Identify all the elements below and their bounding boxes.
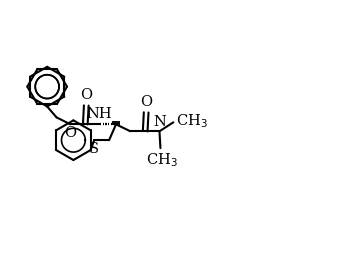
Text: N: N <box>153 115 166 129</box>
Text: O: O <box>64 126 77 140</box>
Text: NH: NH <box>86 107 112 121</box>
Text: O: O <box>140 95 152 109</box>
Text: O: O <box>80 88 92 102</box>
Text: CH$_3$: CH$_3$ <box>146 151 177 169</box>
Text: S: S <box>89 142 99 156</box>
Text: CH$_3$: CH$_3$ <box>176 112 208 130</box>
